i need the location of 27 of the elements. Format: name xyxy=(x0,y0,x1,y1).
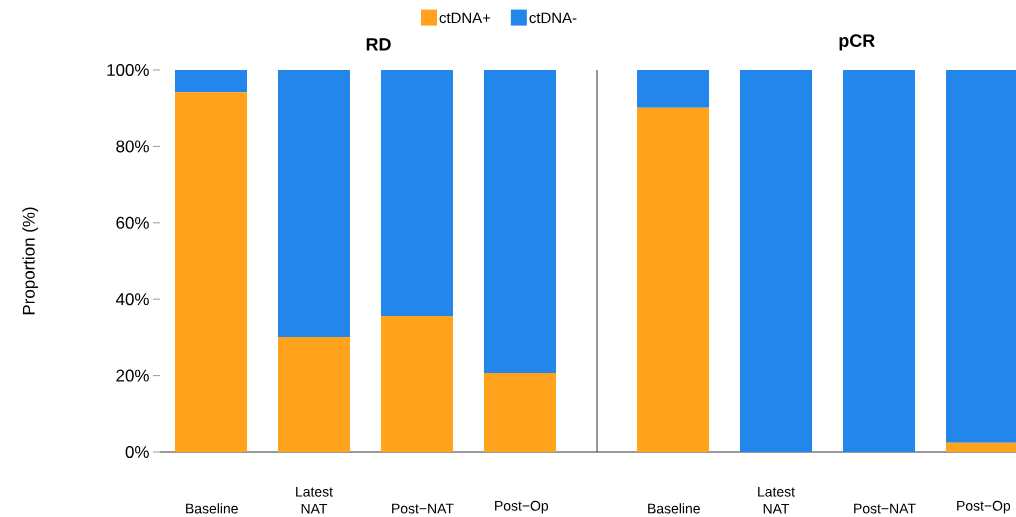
bar xyxy=(483,372,556,452)
y-tick-label: 20% xyxy=(116,369,149,382)
x-tick-label: Latest NAT xyxy=(296,486,333,514)
y-tick-label: 60% xyxy=(116,216,149,229)
legend-label: ctDNA+ xyxy=(439,12,491,24)
x-tick-label: Latest NAT xyxy=(758,486,795,514)
bar xyxy=(174,92,247,452)
bar xyxy=(277,70,350,338)
x-tick-label: Post−Op xyxy=(957,500,1011,514)
y-tick-label: 100% xyxy=(107,64,149,76)
y-tick-label: 80% xyxy=(116,140,149,153)
bar xyxy=(380,316,453,452)
x-tick-label: Post−Op xyxy=(495,500,549,514)
x-tick-label: Post−NAT xyxy=(854,503,916,514)
bar xyxy=(483,70,556,373)
chart-title: pCR xyxy=(839,34,875,51)
y-tick-label: 40% xyxy=(115,293,149,306)
x-tick-label: Baseline xyxy=(648,503,700,514)
y-axis-title: Proportion (%) xyxy=(22,207,39,315)
y-tick-label: 0% xyxy=(125,446,149,458)
chart-title: RD xyxy=(366,38,391,51)
x-tick-label: Post−NAT xyxy=(392,503,454,514)
bar xyxy=(277,337,350,452)
legend-label: ctDNA- xyxy=(529,12,577,24)
bar xyxy=(380,70,453,317)
bar xyxy=(174,70,247,93)
x-tick-label: Baseline xyxy=(186,503,238,514)
